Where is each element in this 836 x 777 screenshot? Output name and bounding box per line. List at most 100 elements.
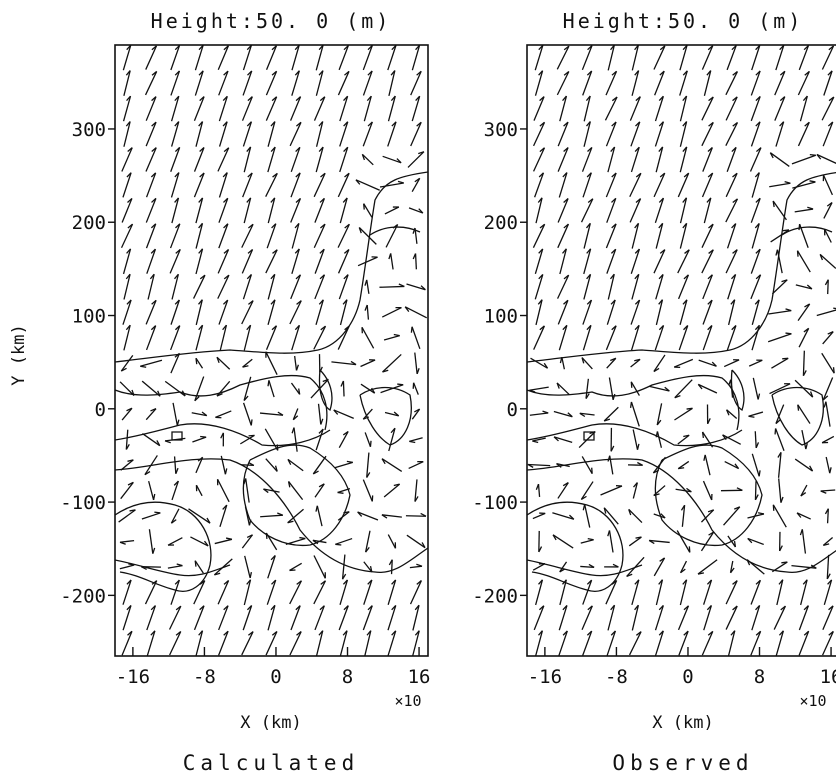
wind-arrow — [823, 70, 833, 96]
wind-arrow — [631, 604, 640, 631]
wind-arrow — [315, 299, 324, 325]
wind-arrow — [655, 579, 664, 606]
wind-arrow — [360, 383, 376, 394]
wind-arrow — [822, 536, 834, 547]
wind-arrow — [534, 273, 544, 300]
wind-arrow — [313, 555, 326, 579]
y-axis-label: Y (km) — [9, 324, 29, 385]
wind-arrow — [337, 248, 350, 274]
plot-frame — [526, 44, 836, 657]
y-tick-label: -200 — [60, 585, 106, 607]
wind-arrow — [291, 427, 298, 452]
wind-arrow — [774, 70, 786, 96]
wind-arrow — [768, 308, 792, 315]
wind-arrow — [141, 511, 161, 520]
wind-arrow — [290, 146, 301, 173]
wind-arrow — [318, 354, 323, 373]
wind-arrow — [751, 604, 761, 631]
wind-arrow — [217, 45, 230, 70]
wind-arrow — [583, 95, 591, 122]
wind-arrow — [287, 481, 304, 500]
wind-arrow — [313, 96, 326, 121]
wind-arrow — [240, 461, 255, 467]
y-tick-label: 200 — [72, 212, 106, 234]
wind-arrow — [125, 429, 130, 450]
wind-arrow — [535, 299, 543, 326]
wind-arrow — [703, 579, 713, 605]
y-tick-label: 100 — [72, 306, 106, 328]
wind-arrow — [362, 45, 373, 71]
wind-arrow — [791, 153, 817, 165]
wind-vectors-calculated — [118, 45, 428, 656]
wind-arrow — [798, 45, 810, 71]
wind-arrow — [216, 380, 231, 397]
wind-arrow — [190, 536, 209, 547]
wind-arrow — [654, 630, 664, 656]
wind-arrow — [679, 70, 688, 96]
wind-arrow — [267, 604, 276, 631]
chart-title: Height:50. 0 (m) — [563, 9, 804, 33]
wind-arrow — [119, 539, 135, 545]
wind-arrow — [195, 484, 203, 497]
wind-arrow — [771, 357, 789, 369]
wind-arrow — [244, 506, 252, 526]
wind-arrow — [146, 630, 156, 656]
wind-arrow — [218, 299, 229, 325]
wind-arrow — [290, 382, 301, 395]
wind-arrow — [241, 300, 254, 325]
wind-arrow — [388, 427, 396, 452]
wind-arrow — [581, 357, 593, 370]
wind-arrow — [767, 332, 792, 343]
wind-arrow — [313, 223, 326, 249]
wind-arrow — [679, 560, 688, 574]
wind-arrow — [608, 377, 616, 401]
wind-arrow — [363, 95, 372, 122]
wind-arrow — [653, 172, 666, 198]
wind-arrow — [798, 630, 810, 656]
wind-arrow — [170, 299, 180, 325]
wind-arrow — [679, 45, 688, 71]
wind-arrow — [195, 222, 204, 249]
wind-arrow — [726, 223, 737, 249]
wind-arrow — [148, 480, 156, 501]
wind-arrow — [169, 631, 182, 656]
wind-arrow — [701, 45, 714, 70]
wind-arrow — [677, 434, 690, 445]
wind-arrow — [146, 248, 157, 274]
wind-arrow — [774, 428, 785, 451]
wind-arrow — [363, 561, 373, 573]
wind-arrow — [195, 357, 204, 369]
wind-arrow — [557, 299, 569, 325]
wind-arrow — [170, 579, 180, 605]
wind-arrow — [364, 432, 372, 447]
wind-vectors-observed — [527, 45, 836, 656]
wind-arrow — [534, 248, 544, 275]
y-tick-label: 200 — [484, 212, 518, 234]
wind-arrow — [194, 45, 204, 71]
axis-ticks: -16 -8 0 8 16 300 200 100 0 -100 -200 — [60, 119, 430, 688]
wind-arrow — [339, 146, 349, 173]
wind-arrow — [655, 273, 664, 300]
wind-arrow — [535, 197, 543, 224]
wind-arrow — [243, 146, 252, 173]
wind-arrow — [145, 45, 158, 70]
wind-arrow — [701, 223, 714, 248]
wind-arrow — [558, 172, 568, 198]
wind-arrow — [388, 253, 394, 270]
x-multiplier: ×10 — [394, 692, 421, 710]
wind-arrow — [241, 223, 254, 248]
wind-arrow — [242, 274, 253, 300]
wind-arrow — [795, 284, 813, 290]
wind-arrow — [770, 229, 790, 243]
x-tick-label: -8 — [193, 666, 216, 688]
wind-arrow — [605, 172, 617, 198]
wind-arrow — [552, 512, 575, 520]
wind-arrow — [265, 96, 278, 121]
wind-arrow — [169, 248, 181, 274]
wind-arrow — [529, 410, 549, 416]
wind-arrow — [145, 197, 157, 223]
wind-arrow — [678, 630, 689, 656]
wind-arrow — [725, 121, 739, 147]
wind-arrow — [582, 579, 593, 605]
wind-arrow — [631, 45, 640, 71]
